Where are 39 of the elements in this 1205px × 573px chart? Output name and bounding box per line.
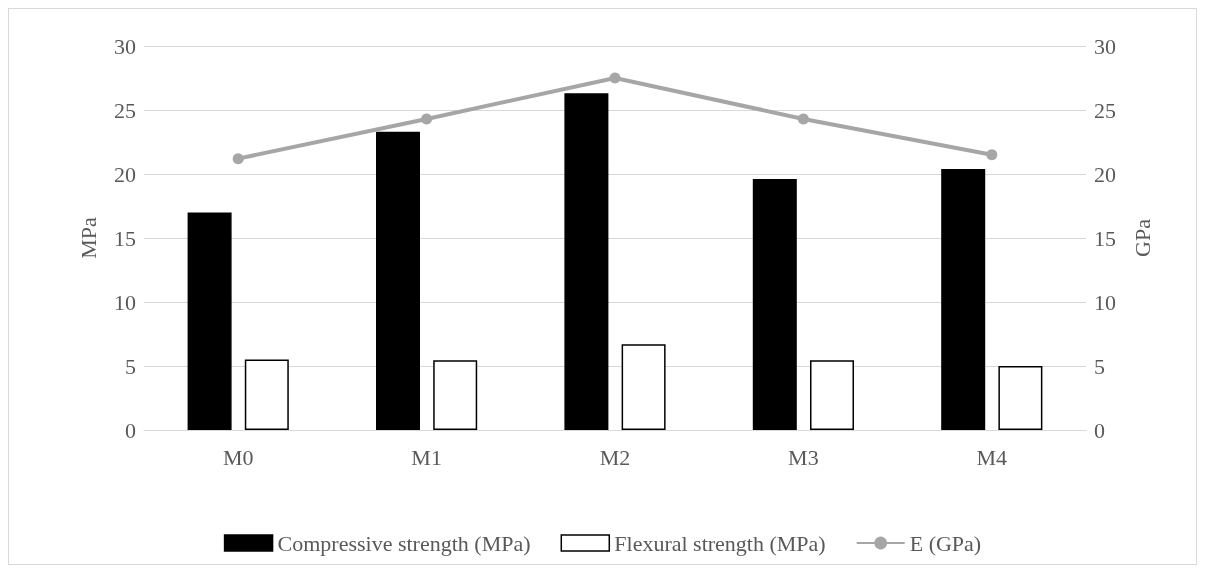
bar [433, 360, 478, 430]
bar [752, 179, 797, 430]
y2-tick-label: 15 [1094, 225, 1116, 251]
bar [998, 366, 1043, 430]
legend-label: Flexural strength (MPa) [614, 530, 826, 556]
y-tick-label: 5 [125, 353, 136, 379]
y-tick-label: 0 [125, 417, 136, 443]
bar [376, 131, 420, 430]
y2-axis-title: GPa [1129, 218, 1155, 257]
y-axis-title: MPa [75, 216, 101, 259]
point [232, 153, 244, 165]
point [986, 149, 998, 161]
y2-tick-label: 0 [1094, 417, 1105, 443]
point [797, 113, 809, 125]
x-tick-label: M2 [599, 444, 631, 470]
bar [621, 344, 666, 430]
y2-tick-label: 10 [1094, 289, 1116, 315]
point [609, 72, 621, 84]
y-tick-label: 30 [114, 33, 136, 59]
x-tick-label: M3 [788, 444, 819, 470]
x-tick-label: M1 [411, 444, 442, 470]
y-tick-label: 15 [114, 225, 136, 251]
legend-label: E (GPa) [909, 530, 982, 556]
bar [941, 168, 986, 430]
y2-tick-label: 30 [1094, 33, 1116, 59]
y-tick-label: 25 [114, 97, 136, 123]
bar [564, 93, 609, 430]
x-tick-label: M0 [222, 444, 254, 470]
y2-tick-label: 20 [1094, 161, 1116, 187]
legend-label: Compressive strength (MPa) [277, 530, 531, 556]
y-tick-label: 10 [114, 289, 136, 315]
bar [187, 212, 232, 430]
point [421, 113, 433, 125]
y-tick-label: 20 [114, 161, 136, 187]
bar [810, 360, 854, 430]
y2-tick-label: 25 [1094, 97, 1116, 123]
bar [244, 359, 289, 430]
y2-tick-label: 5 [1094, 353, 1105, 379]
x-tick-label: M4 [976, 444, 1008, 470]
